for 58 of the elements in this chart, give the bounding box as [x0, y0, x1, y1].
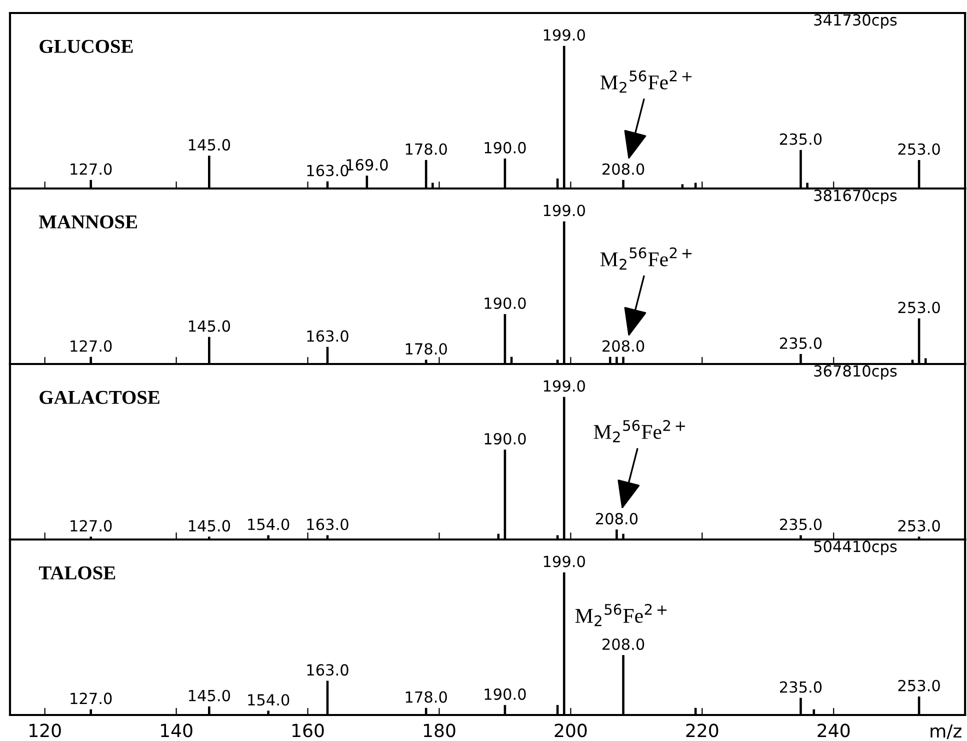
annotation: 235.0: [780, 133, 822, 145]
x-tick-label: 200: [554, 724, 587, 738]
annotation: 208.0: [602, 340, 644, 352]
x-tick-label: 180: [424, 724, 456, 738]
annotation: GALACTOSE: [40, 390, 160, 404]
annotation: 145.0: [188, 320, 230, 332]
annotation: 163.0: [307, 518, 348, 530]
annotation: 199.0: [544, 204, 585, 216]
annotation: GLUCOSE: [40, 40, 133, 53]
annotation: 199.0: [544, 556, 585, 568]
annotation: 154.0: [248, 518, 290, 530]
annotation: 190.0: [484, 688, 526, 700]
annotation: 190.0: [484, 432, 526, 445]
x-tick-label: 140: [161, 724, 192, 738]
annotation: 253.0: [898, 302, 940, 314]
annotation: 163.0: [307, 164, 348, 176]
text: 341730cps: [814, 14, 897, 29]
x-tick-label: 160: [292, 724, 324, 738]
annotation: M$_{2}$$^{56}$Fe$^{2+}$: [594, 420, 685, 442]
annotation: MANNOSE: [38, 215, 138, 228]
annotation: 169.0: [346, 159, 388, 171]
annotation: 163.0: [307, 664, 348, 676]
annotation: M$_{2}$$^{56}$Fe$^{2+}$: [600, 247, 692, 270]
annotation: 145.0: [188, 139, 230, 151]
x-tick-label: 220: [686, 724, 718, 738]
annotation: 208.0: [602, 638, 644, 650]
annotation: 253.0: [898, 520, 940, 532]
text: 367810cps: [814, 365, 897, 380]
annotation: 178.0: [406, 143, 447, 155]
annotation: 253.0: [898, 143, 940, 155]
annotation: 208.0: [602, 163, 644, 175]
annotation: 178.0: [406, 343, 447, 355]
annotation: 199.0: [544, 380, 585, 392]
annotation: 145.0: [188, 690, 230, 702]
x-tick-label: 120: [30, 724, 61, 738]
annotation: 145.0: [188, 520, 230, 532]
annotation: 190.0: [484, 142, 526, 154]
annotation: 199.0: [544, 29, 585, 41]
annotation: 163.0: [307, 330, 348, 342]
annotation: 178.0: [406, 691, 447, 703]
annotation: 235.0: [780, 681, 822, 693]
annotation: 208.0: [596, 512, 638, 524]
annotation: 190.0: [484, 297, 526, 309]
annotation: TALOSE: [38, 566, 116, 580]
x-axis-title: m/z: [930, 724, 962, 740]
text: 504410cps: [814, 540, 897, 556]
annotation: 253.0: [898, 680, 940, 692]
annotation: M$_{2}$$^{56}$Fe$^{2+}$: [575, 604, 667, 626]
annotation: 127.0: [70, 340, 112, 352]
annotation: 127.0: [70, 520, 112, 532]
annotation: 127.0: [70, 692, 112, 704]
annotation: 235.0: [780, 518, 822, 530]
annotation: 235.0: [780, 337, 822, 349]
annotation: M$_{2}$$^{56}$Fe$^{2+}$: [600, 70, 692, 93]
text: 381670cps: [814, 190, 897, 204]
annotation: 154.0: [248, 694, 290, 706]
annotation: 127.0: [70, 163, 112, 175]
x-tick-label: 240: [818, 724, 850, 738]
